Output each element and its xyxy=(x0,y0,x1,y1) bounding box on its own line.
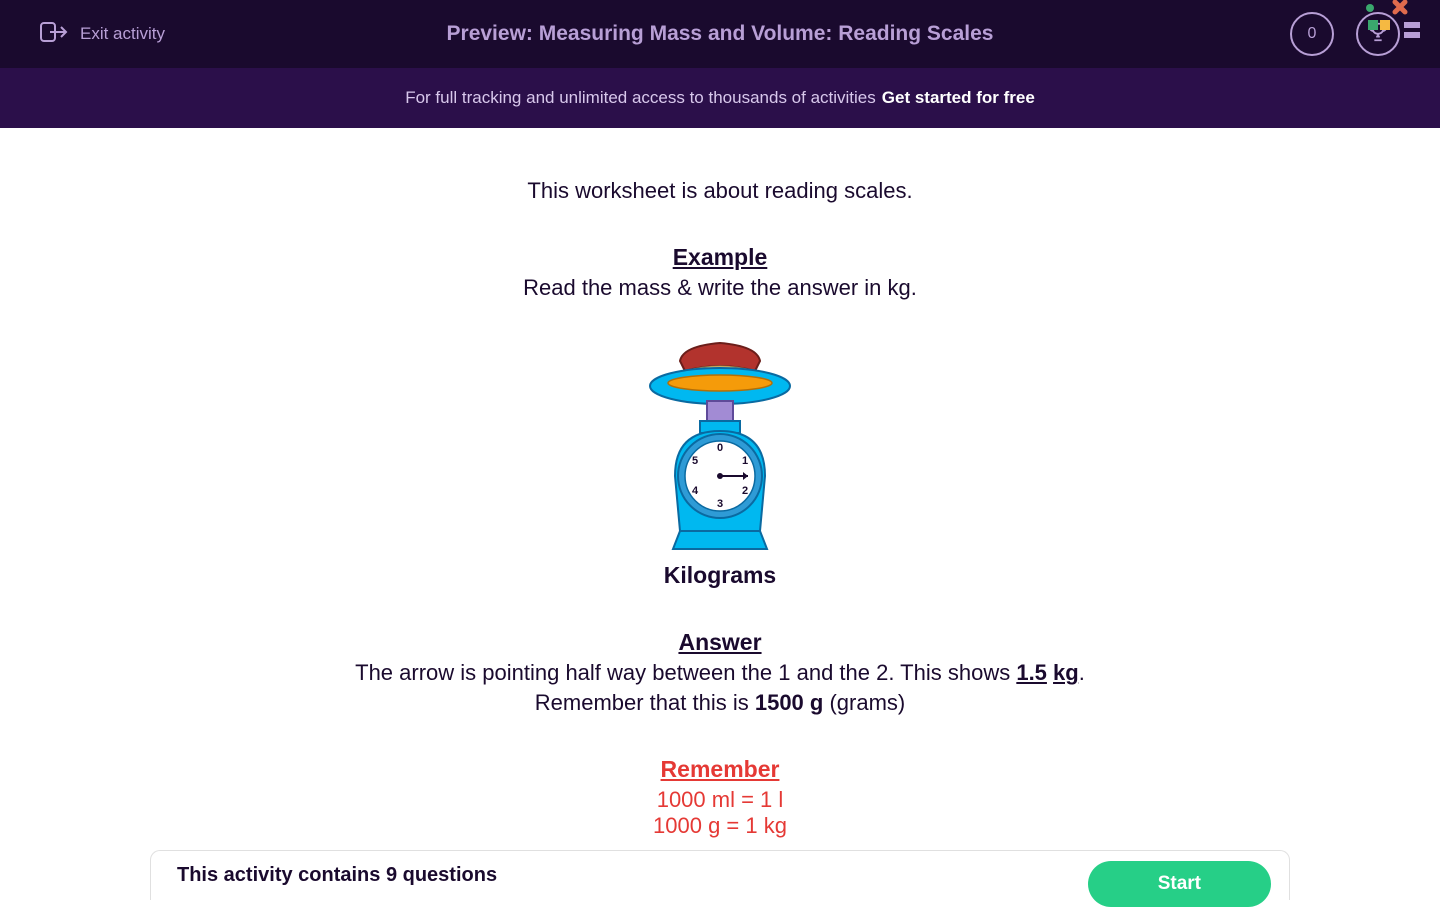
score-counter[interactable]: 0 xyxy=(1290,12,1334,56)
exit-icon xyxy=(40,20,68,49)
svg-text:5: 5 xyxy=(692,455,698,467)
remember-line-2: 1000 g = 1 kg xyxy=(100,813,1340,839)
example-heading: Example xyxy=(100,244,1340,271)
example-instruction: Read the mass & write the answer in kg. xyxy=(100,275,1340,301)
remember-line-1: 1000 ml = 1 l xyxy=(100,787,1340,813)
exit-activity-label: Exit activity xyxy=(80,24,165,44)
promo-text: For full tracking and unlimited access t… xyxy=(405,88,876,108)
exit-activity-button[interactable]: Exit activity xyxy=(40,20,165,49)
corner-decoration-icon xyxy=(1360,0,1430,55)
svg-text:3: 3 xyxy=(717,498,723,510)
footer-question-count: This activity contains 9 questions xyxy=(177,864,497,887)
svg-text:4: 4 xyxy=(692,485,699,497)
intro-text: This worksheet is about reading scales. xyxy=(100,178,1340,204)
answer-line-2-pre: Remember that this is xyxy=(535,690,755,715)
answer-value: 1.5 xyxy=(1016,660,1047,685)
answer-line-1: The arrow is pointing half way between t… xyxy=(100,660,1340,686)
promo-banner: For full tracking and unlimited access t… xyxy=(0,68,1440,128)
svg-text:0: 0 xyxy=(717,442,723,454)
svg-text:1: 1 xyxy=(742,455,748,467)
remember-heading: Remember xyxy=(100,756,1340,783)
app-header: Exit activity Preview: Measuring Mass an… xyxy=(0,0,1440,68)
scale-illustration: 0 1 2 3 4 5 xyxy=(645,331,795,556)
worksheet-content: This worksheet is about reading scales. … xyxy=(0,128,1440,839)
answer-unit: kg xyxy=(1053,660,1079,685)
answer-heading: Answer xyxy=(100,629,1340,656)
answer-line-2: Remember that this is 1500 g (grams) xyxy=(100,690,1340,716)
answer-line-2-post: (grams) xyxy=(823,690,905,715)
svg-text:2: 2 xyxy=(742,485,748,497)
answer-grams-value: 1500 g xyxy=(755,690,824,715)
footer-card: This activity contains 9 questions Start xyxy=(150,850,1290,900)
score-counter-value: 0 xyxy=(1308,25,1317,43)
scale-unit-label: Kilograms xyxy=(100,562,1340,589)
answer-line-1-pre: The arrow is pointing half way between t… xyxy=(355,660,1016,685)
answer-line-1-post: . xyxy=(1079,660,1085,685)
page-title: Preview: Measuring Mass and Volume: Read… xyxy=(447,22,994,46)
promo-cta-link[interactable]: Get started for free xyxy=(882,88,1035,108)
